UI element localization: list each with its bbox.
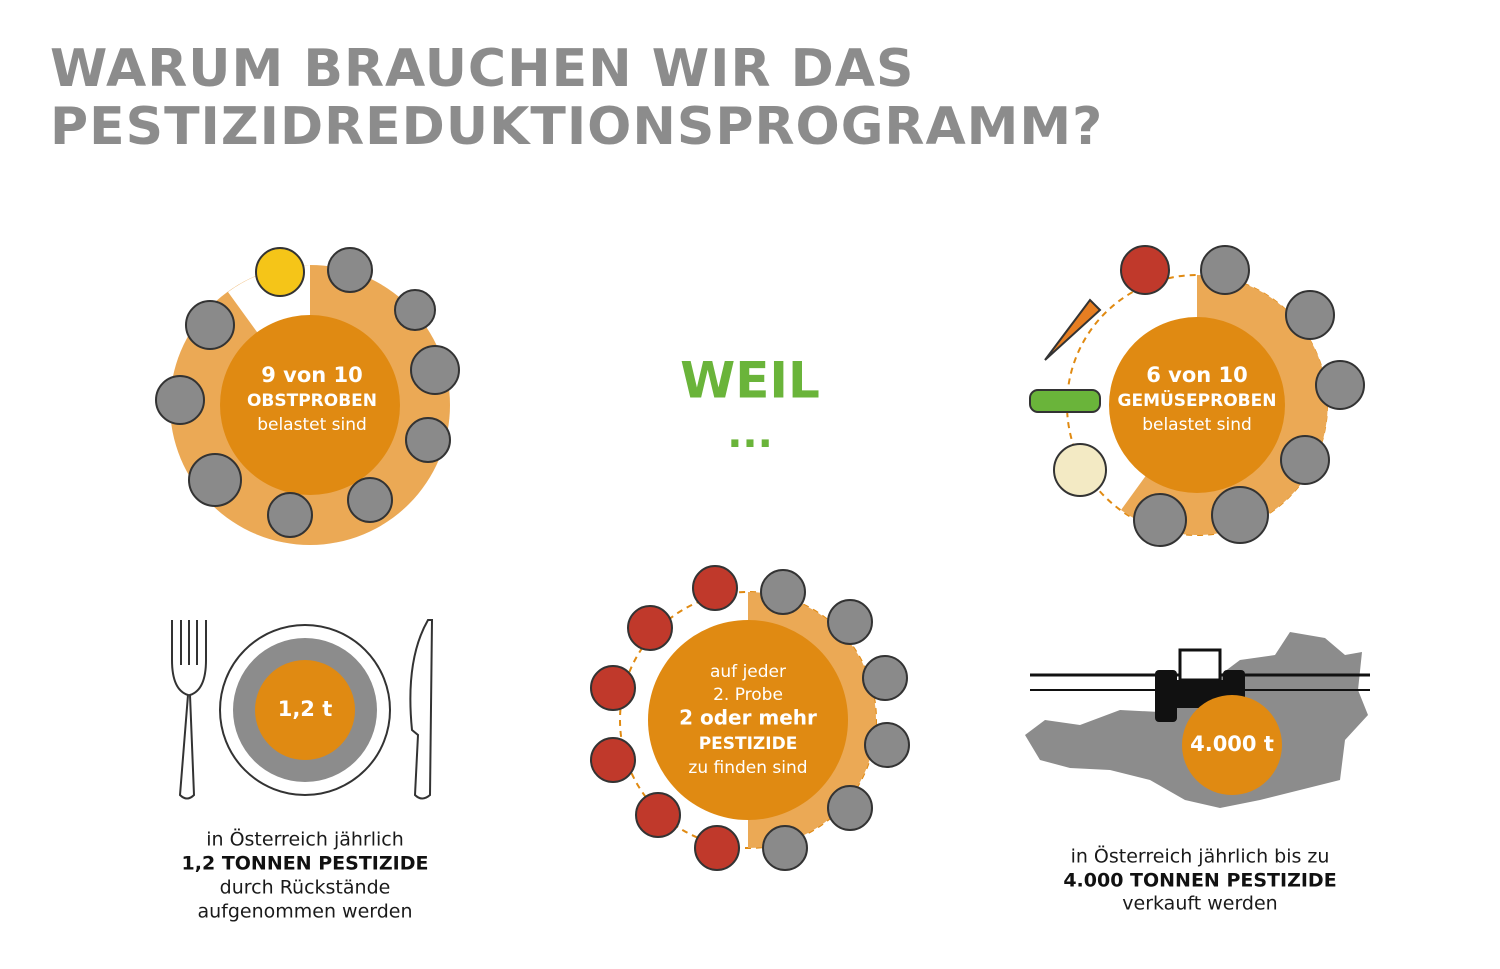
fruit-note: belastet sind xyxy=(257,415,367,435)
sales-amount: 4.000 t xyxy=(1190,732,1274,756)
title-line: PESTIZIDREDUKTIONSPROGRAMM? xyxy=(50,97,1103,157)
plate-amount: 1,2 t xyxy=(278,697,333,721)
caption: durch Rückstände xyxy=(220,877,391,899)
caption: verkauft werden xyxy=(1122,893,1277,915)
apple-note: zu finden sind xyxy=(688,758,807,778)
apple-note: auf jeder xyxy=(710,662,786,682)
fruit-label: OBSTPROBEN xyxy=(247,391,377,411)
apple-stat: 2 oder mehr xyxy=(679,706,817,730)
caption: aufgenommen werden xyxy=(197,901,412,923)
title-line: WARUM BRAUCHEN WIR DAS xyxy=(50,39,914,99)
plate xyxy=(171,619,434,800)
apple-ring xyxy=(590,565,910,871)
apple-note: 2. Probe xyxy=(713,685,783,705)
vegetable-note: belastet sind xyxy=(1142,415,1252,435)
vegetable-label: GEMÜSEPROBEN xyxy=(1118,389,1277,411)
caption-bold: 4.000 TONNEN PESTIZIDE xyxy=(1063,870,1336,892)
fruit-ring xyxy=(155,247,460,545)
apple-label: PESTIZIDE xyxy=(699,734,798,754)
austria-map xyxy=(1025,632,1370,808)
weil: WEIL xyxy=(680,352,820,410)
dots: ... xyxy=(727,411,773,457)
vegetable-stat: 6 von 10 xyxy=(1146,363,1248,387)
vegetable-ring xyxy=(1029,245,1365,547)
caption: in Österreich jährlich bis zu xyxy=(1071,845,1330,868)
fruit-stat: 9 von 10 xyxy=(261,363,363,387)
caption-bold: 1,2 TONNEN PESTIZIDE xyxy=(182,853,429,875)
caption: in Österreich jährlich xyxy=(206,828,404,851)
